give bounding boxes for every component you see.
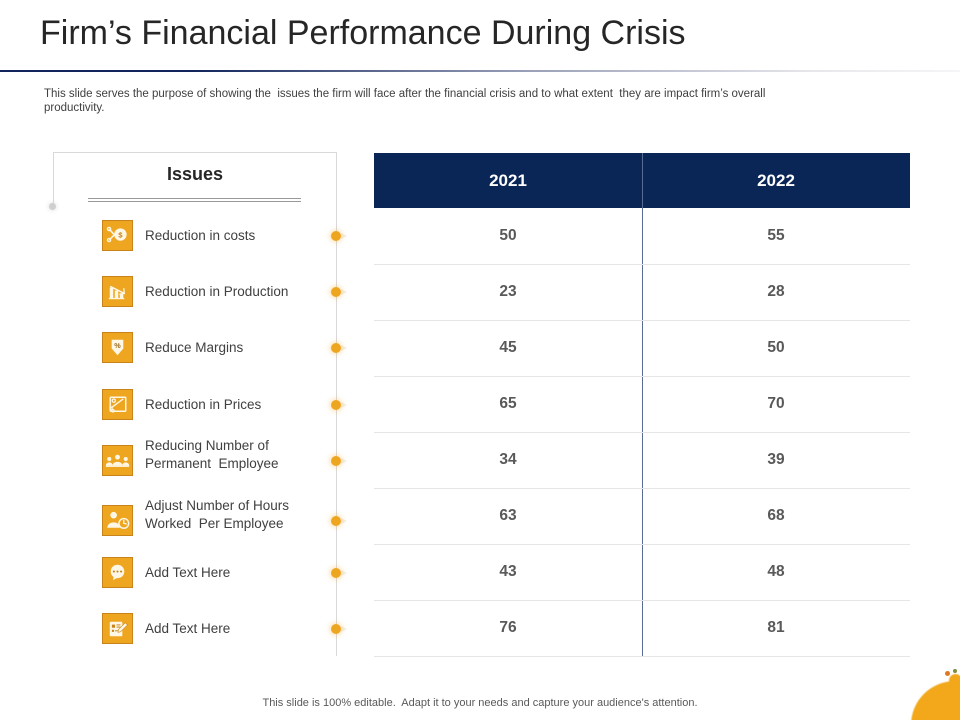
svg-text:%: %: [114, 341, 121, 350]
svg-text:$: $: [118, 231, 123, 240]
